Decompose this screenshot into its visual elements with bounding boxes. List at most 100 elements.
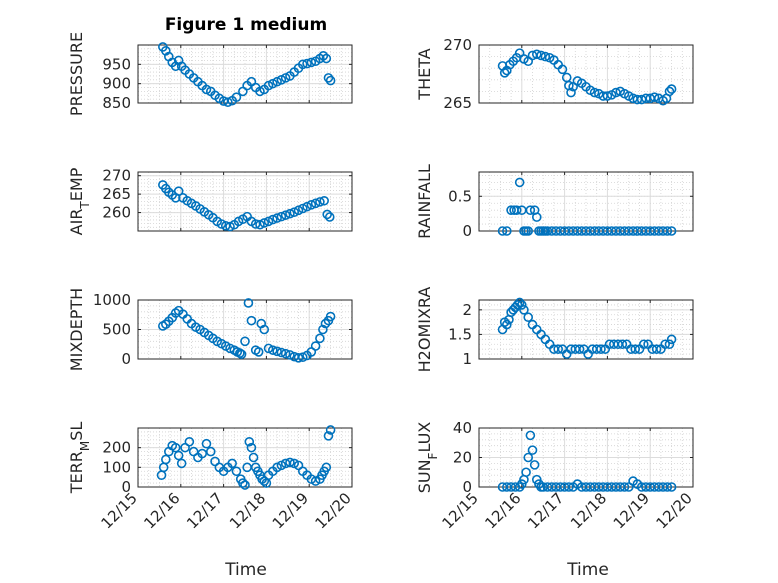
subplot-6-data-point (502, 319, 512, 330)
subplot-3-ytick-label: 260 (102, 204, 131, 222)
subplot-8-data-point (662, 482, 673, 492)
subplot-4-data-point (531, 212, 542, 222)
subplot-5-ylabel: MIXDEPTH (67, 288, 86, 371)
subplot-8-data-point (564, 482, 574, 492)
subplot-7-data-point (285, 457, 295, 468)
subplot-7-data-point (176, 458, 187, 469)
subplot-8-data-point (521, 467, 531, 478)
subplot-6-ytick-label: 2 (462, 301, 472, 319)
subplot-3-data-point (324, 212, 335, 222)
subplot-5-data-point (246, 315, 257, 326)
subplot-5-ytick-label: 1000 (93, 291, 131, 309)
x-axis-label-left: Time (224, 560, 267, 580)
subplot-7-ytick-label: 100 (102, 458, 131, 476)
subplot-6-data-point (519, 305, 529, 315)
subplot-8-data-point (529, 460, 540, 470)
subplot-2-axes-box (478, 44, 694, 104)
subplot-1-axes-box (137, 44, 353, 104)
subplot-7-data-point (248, 452, 259, 463)
subplot-7-data-point (231, 466, 242, 477)
subplot-7-ylabel: TERRMSL (67, 422, 92, 495)
subplot-8-data-point (525, 430, 536, 441)
subplot-4-plot-area (479, 172, 693, 231)
subplot-2-data-point (531, 49, 542, 60)
figure-title: Figure 1 medium (165, 15, 327, 35)
subplot-1-data-point (318, 51, 329, 61)
subplot-3-data-point (319, 195, 329, 206)
subplot-8-ytick-label: 0 (462, 478, 472, 496)
subplot-2-data-point (566, 87, 576, 98)
subplot-5-data-point (259, 324, 270, 335)
subplot-3-axes-box (137, 171, 353, 232)
subplot-7-data-point (184, 436, 195, 447)
subplot-1-ytick-label: 850 (102, 94, 131, 112)
subplot-1-data-point (306, 57, 317, 68)
subplot-7-data-point (244, 436, 255, 447)
subplot-8-ytick-label: 40 (453, 419, 472, 437)
subplot-2-data-point (666, 84, 677, 94)
subplot-3-ytick-label: 265 (102, 185, 131, 203)
subplot-3-data-point (306, 200, 317, 210)
subplot-3-data-point (276, 211, 287, 222)
subplot-2-data-point (536, 50, 546, 61)
subplot-2-data-point (589, 87, 600, 98)
subplot-3-data-point (280, 210, 291, 220)
subplot-5-ytick-label: 0 (121, 350, 131, 368)
subplot-5-data-point (268, 345, 278, 355)
subplot-4-data-point (666, 226, 677, 236)
subplot-2-data-point (557, 64, 568, 75)
subplot-7-data-point (246, 442, 257, 453)
subplot-7-data-point (205, 446, 216, 457)
subplot-7-data-point (161, 454, 171, 465)
subplot-2-data-point (540, 51, 551, 62)
subplot-6-data-point (574, 344, 585, 354)
subplot-5-data-point (253, 347, 264, 357)
subplot-5-data-point (272, 346, 282, 357)
subplot-2-data-point (602, 91, 613, 101)
subplot-5-data-point (318, 324, 328, 335)
subplot-4-data-point (506, 205, 516, 215)
subplot-6-data-point (664, 339, 675, 350)
subplot-3-data-point (173, 186, 184, 196)
subplot-5-data-point (320, 318, 331, 329)
subplot-3-data-point (285, 208, 295, 219)
subplot-5-data-point (263, 343, 274, 354)
subplot-6-data-point (617, 339, 628, 350)
subplot-8-ylabel: SUNFLUX (415, 422, 440, 494)
subplot-6-data-point (651, 344, 662, 354)
subplot-5-data-point (285, 350, 295, 360)
subplot-5-data-point (276, 347, 287, 358)
subplot-4-ytick-label: 0.5 (448, 187, 472, 205)
subplot-7-data-point (173, 450, 184, 461)
subplot-5-data-point (243, 298, 254, 308)
subplot-3-data-point (315, 197, 325, 207)
subplot-8-data-point (527, 445, 538, 455)
subplot-5-data-point (325, 311, 336, 322)
subplot-6-ytick-label: 1 (462, 350, 472, 368)
subplot-2-data-point (499, 68, 510, 78)
subplot-8-ytick-label: 20 (453, 449, 472, 467)
subplot-8-data-point (516, 479, 527, 489)
subplot-6-ytick-label: 1.5 (448, 325, 472, 343)
subplot-1-ylabel: PRESSURE (67, 32, 86, 116)
subplot-3-data-point (310, 198, 321, 209)
subplot-6-ylabel: H2OMIXRA (415, 287, 434, 373)
subplot-6-data-point (516, 300, 527, 310)
subplot-7-data-point (197, 448, 207, 459)
subplot-3-data-point (322, 209, 332, 220)
subplot-7-ytick-label: 0 (121, 478, 131, 496)
subplot-1-data-point (231, 92, 242, 102)
subplot-7-data-point (238, 478, 248, 488)
subplot-7-data-point (227, 458, 237, 469)
subplot-4-ylabel: RAINFALL (415, 164, 434, 239)
subplot-7-ytick-label: 200 (102, 439, 131, 457)
subplot-2-ytick-label: 270 (443, 36, 472, 54)
subplot-5-data-point (315, 333, 325, 344)
subplot-6-data-point (523, 312, 534, 323)
subplot-5-data-point (240, 336, 250, 347)
subplot-7-data-point (323, 431, 334, 441)
subplot-6-data-point (512, 300, 523, 310)
subplot-2-data-point (664, 86, 675, 97)
subplot-7-data-point (201, 438, 212, 449)
